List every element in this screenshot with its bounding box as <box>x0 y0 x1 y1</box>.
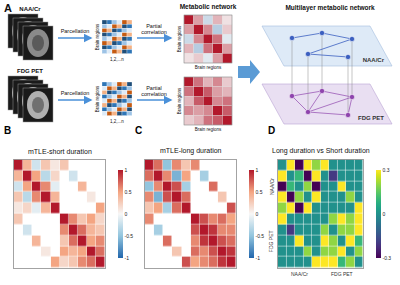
svg-text:1,2,...n: 1,2,...n <box>110 57 124 62</box>
svg-text:-0.5: -0.5 <box>256 233 265 239</box>
svg-text:Brain regions: Brain regions <box>195 65 222 70</box>
svg-text:correlation: correlation <box>141 29 167 35</box>
svg-text:NAA/Cr: NAA/Cr <box>291 271 308 277</box>
svg-text:-1: -1 <box>125 255 130 261</box>
svg-text:0.5: 0.5 <box>125 189 132 195</box>
svg-text:Parcellation: Parcellation <box>61 28 90 34</box>
svg-text:0.3: 0.3 <box>383 167 390 173</box>
svg-text:Brain regions: Brain regions <box>195 127 222 132</box>
svg-text:FDG PET: FDG PET <box>331 271 353 277</box>
svg-text:FDG PET: FDG PET <box>358 115 384 121</box>
svg-text:1: 1 <box>256 167 259 173</box>
svg-text:Brain regions: Brain regions <box>177 87 182 114</box>
svg-text:B: B <box>4 125 11 136</box>
svg-text:correlation: correlation <box>141 91 167 97</box>
svg-text:Metabolic network: Metabolic network <box>180 3 237 10</box>
svg-text:Partial: Partial <box>146 23 162 29</box>
svg-text:mTLE-long duration: mTLE-long duration <box>160 147 222 155</box>
svg-text:-0.5: -0.5 <box>125 233 134 239</box>
svg-text:1,2,...n: 1,2,...n <box>110 119 124 124</box>
svg-text:Multilayer metabolic network: Multilayer metabolic network <box>285 4 375 12</box>
svg-text:Brain regions: Brain regions <box>95 23 100 50</box>
svg-text:1: 1 <box>125 167 128 173</box>
svg-text:0: 0 <box>383 211 386 217</box>
svg-text:FDG PET: FDG PET <box>17 68 43 74</box>
svg-text:0.5: 0.5 <box>256 189 263 195</box>
svg-text:-0.3: -0.3 <box>383 255 392 261</box>
svg-text:NAA/Cr: NAA/Cr <box>363 57 385 63</box>
svg-text:0: 0 <box>125 211 128 217</box>
svg-text:Brain regions: Brain regions <box>95 85 100 112</box>
svg-text:Parcellation: Parcellation <box>61 90 90 96</box>
svg-text:NAA/Cr: NAA/Cr <box>269 178 275 195</box>
svg-text:Brain regions: Brain regions <box>177 25 182 52</box>
svg-text:Partial: Partial <box>146 85 162 91</box>
svg-text:A: A <box>4 2 12 14</box>
svg-text:-1: -1 <box>256 255 261 261</box>
svg-text:Long duration vs Short duratio: Long duration vs Short duration <box>272 147 370 155</box>
svg-text:0: 0 <box>256 211 259 217</box>
svg-text:mTLE-short duration: mTLE-short duration <box>28 148 92 155</box>
svg-text:NAA/Cr: NAA/Cr <box>19 6 41 12</box>
svg-text:C: C <box>135 125 142 136</box>
svg-text:D: D <box>268 125 275 136</box>
svg-text:FDG PET: FDG PET <box>268 230 274 252</box>
